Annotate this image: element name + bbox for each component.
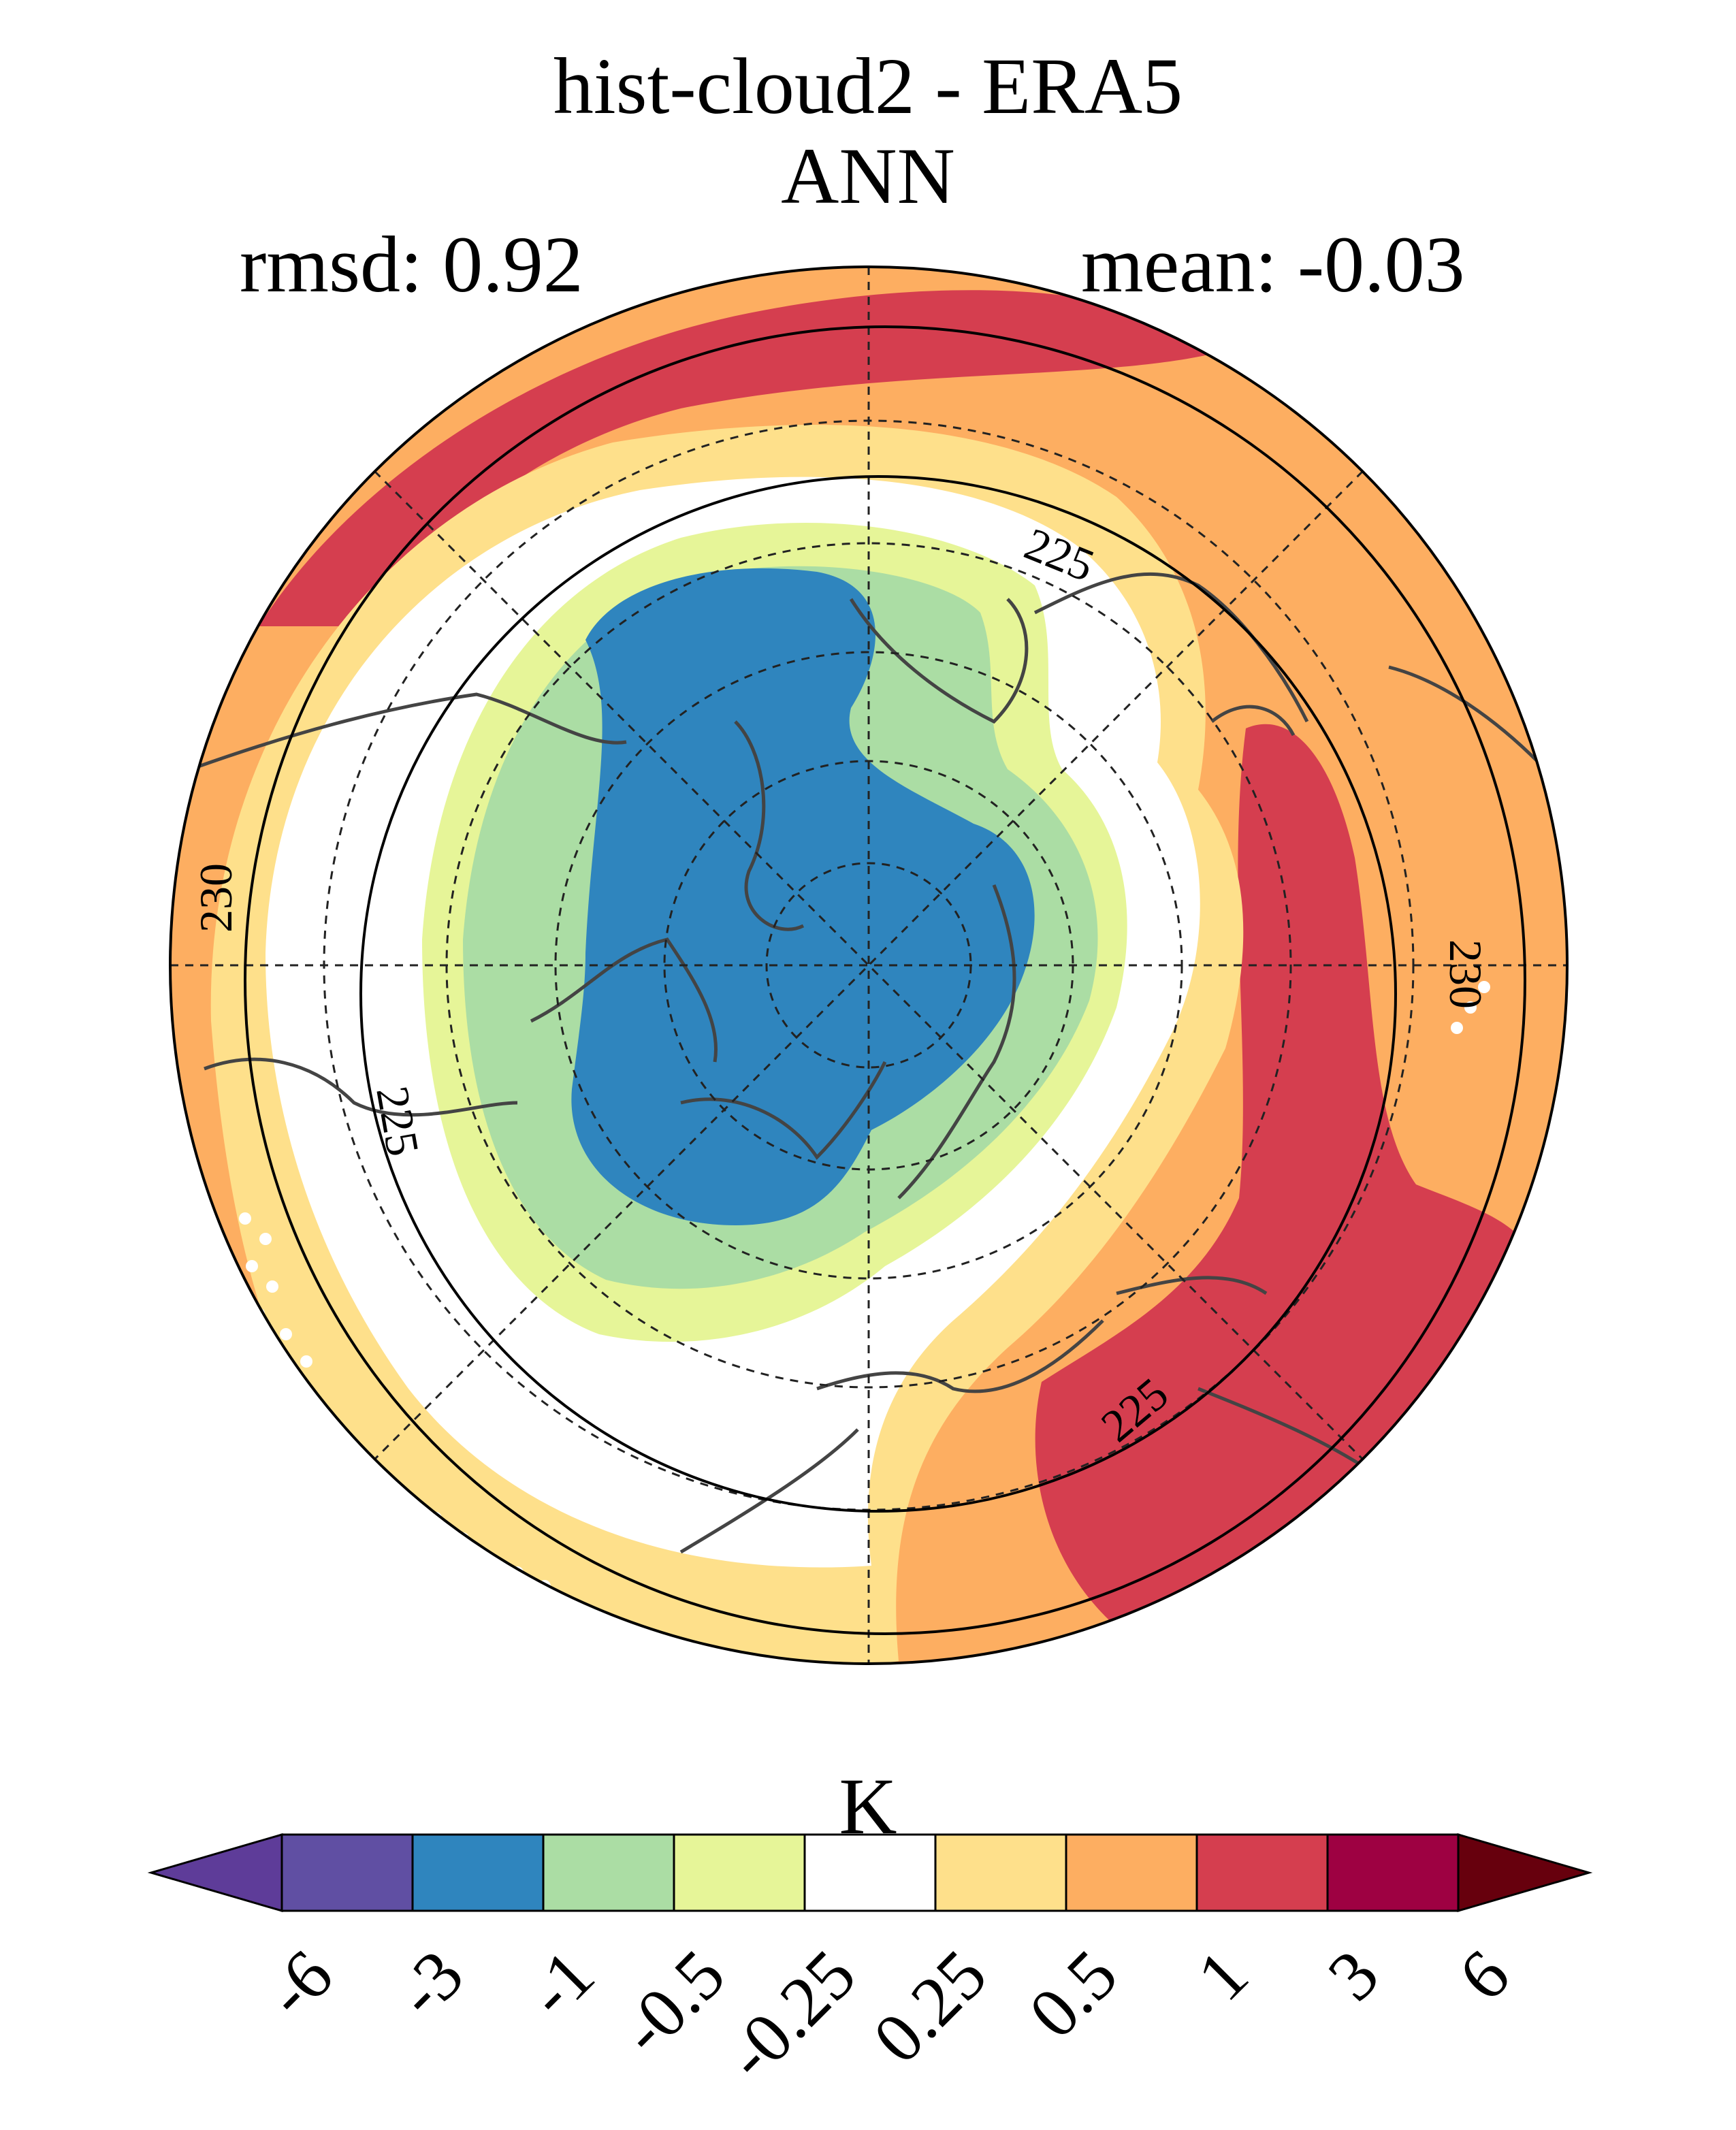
contour-label-225-left: 225 <box>366 1082 430 1160</box>
map-border <box>169 265 1569 1665</box>
contour-label-230-right: 230 <box>1440 939 1492 1009</box>
anomaly-fill <box>170 267 1567 1664</box>
colorbar-box <box>673 1833 806 1912</box>
plot-title: hist-cloud2 - ERA5 <box>553 42 1183 131</box>
colorbar-box <box>1065 1833 1198 1912</box>
colorbar-box <box>803 1833 937 1912</box>
colorbar-box <box>934 1833 1067 1912</box>
plot-subtitle: ANN <box>781 131 955 221</box>
colorbar-box <box>542 1833 675 1912</box>
climatology-contours <box>244 325 1526 1635</box>
colorbar-box <box>1326 1833 1460 1912</box>
contour-230 <box>244 325 1526 1635</box>
contour-225 <box>359 475 1397 1513</box>
colorbar-box <box>411 1833 545 1912</box>
contour-label-230-left: 230 <box>190 863 242 933</box>
colorbar-box <box>280 1833 414 1912</box>
colorbar <box>147 1833 1593 1912</box>
mean-label: mean: -0.03 <box>1081 220 1465 309</box>
colorbar-extend-high <box>1457 1833 1593 1912</box>
colorbar-unit: K <box>839 1762 897 1851</box>
fill-red-northwest <box>259 290 1212 626</box>
rmsd-label: rmsd: 0.92 <box>240 220 583 309</box>
